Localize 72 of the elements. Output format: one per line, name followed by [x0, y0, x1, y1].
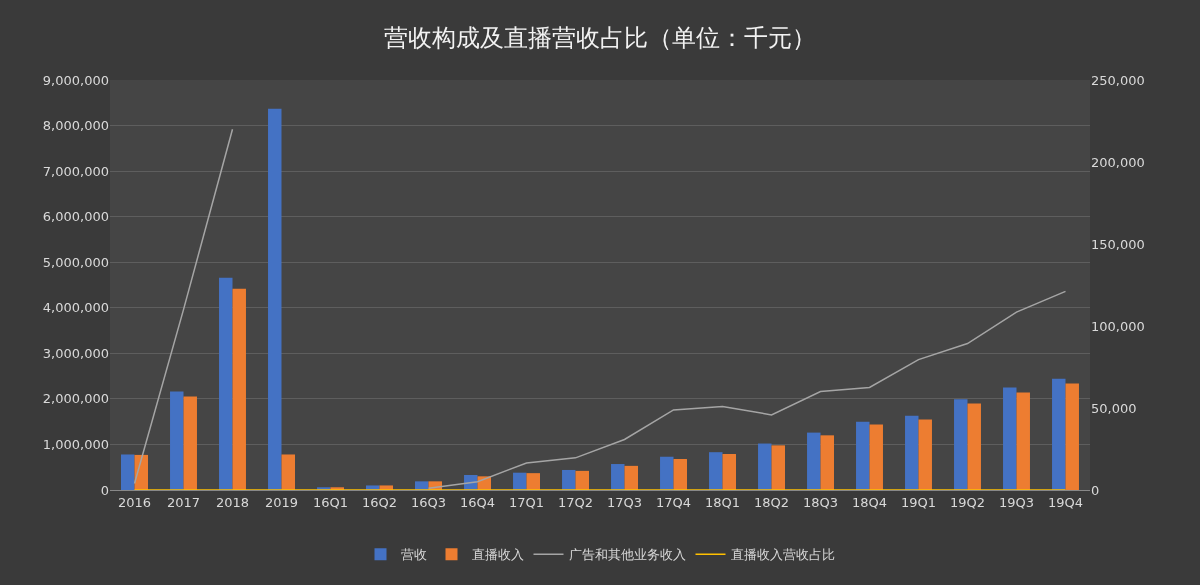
y-tick-label: 2,000,000 [42, 391, 109, 407]
bar [611, 464, 625, 490]
bar [281, 454, 295, 490]
bar [905, 415, 919, 490]
bar [183, 396, 197, 490]
y2-tick-label: 50,000 [1091, 400, 1137, 416]
x-tick-label: 2016 [117, 494, 152, 510]
y-tick-label: 4,000,000 [42, 300, 109, 316]
x-tick-label: 18Q3 [802, 494, 839, 510]
x-tick-label: 17Q2 [557, 494, 594, 510]
x-tick-label: 2019 [264, 494, 299, 510]
x-tick-label: 16Q4 [459, 494, 496, 510]
bar [709, 452, 723, 490]
bar [513, 472, 527, 490]
y-tick-label: 5,000,000 [42, 254, 109, 270]
bar [758, 443, 772, 490]
bar [954, 399, 968, 490]
x-tick-label: 19Q1 [900, 494, 937, 510]
bar [575, 470, 589, 490]
bar [526, 473, 540, 490]
x-tick-label: 19Q3 [998, 494, 1035, 510]
x-tick-label: 2017 [166, 494, 201, 510]
bar [268, 108, 282, 490]
bar [771, 445, 785, 490]
x-tick-label: 2018 [215, 494, 250, 510]
legend-label: 直播收入 [471, 547, 524, 563]
y2-tick-label: 0 [1091, 482, 1100, 498]
bar [219, 277, 233, 490]
legend-label: 直播收入营收占比 [730, 547, 835, 563]
bar [1016, 392, 1030, 490]
x-tick-label: 17Q4 [655, 494, 692, 510]
bar [121, 454, 135, 490]
bar [918, 419, 932, 490]
chart-title: 营收构成及直播营收占比（单位：千元） [384, 24, 816, 53]
y2-tick-label: 250,000 [1091, 72, 1145, 88]
y-tick-label: 3,000,000 [42, 345, 109, 361]
x-tick-label: 17Q3 [606, 494, 643, 510]
x-tick-label: 18Q4 [851, 494, 888, 510]
x-tick-label: 17Q1 [508, 494, 545, 510]
x-tick-label: 18Q1 [704, 494, 741, 510]
x-tick-label: 16Q3 [410, 494, 447, 510]
y-tick-label: 7,000,000 [42, 163, 109, 179]
bar [1003, 387, 1017, 490]
bar [722, 454, 736, 490]
legend-label: 营收 [400, 547, 427, 563]
y2-tick-label: 100,000 [1091, 318, 1145, 334]
legend-label: 广告和其他业务收入 [568, 547, 686, 563]
bar [820, 435, 834, 490]
bar [869, 424, 883, 490]
bar [807, 432, 821, 490]
y2-tick-label: 200,000 [1091, 154, 1145, 170]
x-tick-label: 19Q2 [949, 494, 986, 510]
x-tick-label: 16Q1 [312, 494, 349, 510]
x-tick-label: 16Q2 [361, 494, 398, 510]
bar [232, 288, 246, 490]
bar [170, 391, 184, 490]
x-tick-label: 18Q2 [753, 494, 790, 510]
y-tick-label: 6,000,000 [42, 209, 109, 225]
y2-tick-label: 150,000 [1091, 236, 1145, 252]
y-tick-label: 1,000,000 [42, 436, 109, 452]
bar [673, 459, 687, 490]
bar [856, 421, 870, 490]
y-tick-label: 0 [100, 482, 109, 498]
x-tick-label: 19Q4 [1047, 494, 1084, 510]
bar [1065, 383, 1079, 490]
bar [1052, 378, 1066, 490]
bar [624, 465, 638, 490]
bar [562, 469, 576, 490]
bar [967, 403, 981, 490]
bar [660, 456, 674, 490]
y-tick-label: 8,000,000 [42, 118, 109, 134]
y-tick-label: 9,000,000 [42, 72, 109, 88]
